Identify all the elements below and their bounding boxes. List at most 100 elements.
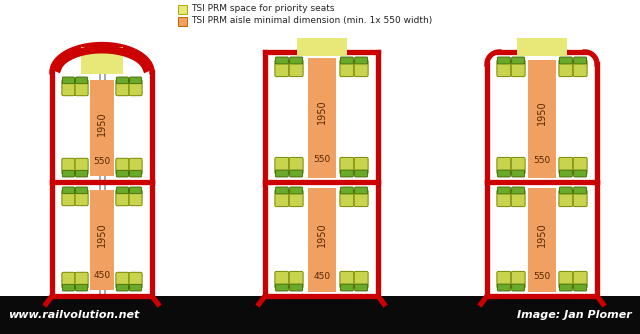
- FancyBboxPatch shape: [497, 170, 510, 177]
- FancyBboxPatch shape: [573, 187, 587, 194]
- FancyBboxPatch shape: [62, 272, 75, 288]
- FancyBboxPatch shape: [559, 190, 573, 207]
- FancyBboxPatch shape: [62, 187, 74, 194]
- FancyBboxPatch shape: [340, 170, 353, 177]
- FancyBboxPatch shape: [340, 157, 354, 174]
- FancyBboxPatch shape: [512, 57, 525, 64]
- Bar: [308, 58, 336, 178]
- FancyBboxPatch shape: [354, 190, 368, 207]
- FancyBboxPatch shape: [116, 158, 129, 174]
- Text: TSI PRM space for priority seats: TSI PRM space for priority seats: [191, 4, 335, 13]
- FancyBboxPatch shape: [512, 187, 525, 194]
- FancyBboxPatch shape: [512, 284, 525, 291]
- FancyBboxPatch shape: [512, 170, 525, 177]
- FancyBboxPatch shape: [290, 284, 303, 291]
- FancyBboxPatch shape: [511, 157, 525, 174]
- Text: 1950: 1950: [97, 223, 107, 247]
- FancyBboxPatch shape: [559, 157, 573, 174]
- Text: 550: 550: [314, 156, 331, 165]
- FancyBboxPatch shape: [340, 272, 354, 288]
- Text: 1950: 1950: [317, 222, 327, 247]
- FancyBboxPatch shape: [275, 190, 289, 207]
- FancyBboxPatch shape: [559, 284, 572, 291]
- Text: 550: 550: [93, 157, 111, 166]
- FancyBboxPatch shape: [573, 57, 587, 64]
- FancyBboxPatch shape: [289, 157, 303, 174]
- FancyBboxPatch shape: [62, 170, 74, 177]
- FancyBboxPatch shape: [275, 60, 289, 76]
- FancyBboxPatch shape: [573, 272, 587, 288]
- FancyBboxPatch shape: [62, 190, 75, 206]
- FancyBboxPatch shape: [355, 284, 367, 291]
- FancyBboxPatch shape: [354, 157, 368, 174]
- Text: 1950: 1950: [537, 101, 547, 125]
- Text: 1950: 1950: [97, 111, 107, 136]
- FancyBboxPatch shape: [355, 187, 367, 194]
- FancyBboxPatch shape: [354, 272, 368, 288]
- FancyBboxPatch shape: [573, 60, 587, 76]
- Text: 1950: 1950: [317, 100, 327, 124]
- Bar: [528, 188, 556, 292]
- FancyBboxPatch shape: [497, 57, 510, 64]
- Bar: [0, 296, 640, 334]
- FancyBboxPatch shape: [559, 170, 572, 177]
- FancyBboxPatch shape: [116, 272, 129, 288]
- FancyBboxPatch shape: [62, 284, 74, 291]
- Text: www.railvolution.net: www.railvolution.net: [8, 310, 140, 320]
- FancyBboxPatch shape: [497, 157, 511, 174]
- FancyBboxPatch shape: [340, 284, 353, 291]
- FancyBboxPatch shape: [129, 272, 142, 288]
- Bar: [308, 188, 336, 292]
- FancyBboxPatch shape: [511, 272, 525, 288]
- FancyBboxPatch shape: [340, 187, 353, 194]
- FancyBboxPatch shape: [289, 272, 303, 288]
- FancyBboxPatch shape: [76, 187, 88, 194]
- FancyBboxPatch shape: [340, 190, 354, 207]
- FancyBboxPatch shape: [129, 80, 142, 96]
- FancyBboxPatch shape: [129, 77, 141, 84]
- FancyBboxPatch shape: [289, 60, 303, 76]
- Bar: [81, 47, 123, 74]
- FancyBboxPatch shape: [75, 190, 88, 206]
- FancyBboxPatch shape: [289, 190, 303, 207]
- FancyBboxPatch shape: [116, 80, 129, 96]
- FancyBboxPatch shape: [290, 57, 303, 64]
- FancyBboxPatch shape: [497, 60, 511, 76]
- FancyBboxPatch shape: [573, 170, 587, 177]
- FancyBboxPatch shape: [573, 284, 587, 291]
- Bar: [178, 16, 187, 25]
- FancyBboxPatch shape: [573, 157, 587, 174]
- Text: TSI PRM aisle minimal dimension (min. 1x 550 width): TSI PRM aisle minimal dimension (min. 1x…: [191, 16, 432, 25]
- FancyBboxPatch shape: [76, 170, 88, 177]
- Bar: [90, 80, 114, 176]
- FancyBboxPatch shape: [497, 187, 510, 194]
- Text: 550: 550: [533, 156, 550, 165]
- FancyBboxPatch shape: [129, 187, 141, 194]
- FancyBboxPatch shape: [129, 284, 141, 291]
- FancyBboxPatch shape: [355, 57, 367, 64]
- FancyBboxPatch shape: [129, 170, 141, 177]
- FancyBboxPatch shape: [62, 80, 75, 96]
- FancyBboxPatch shape: [573, 190, 587, 207]
- Bar: [297, 38, 347, 56]
- FancyBboxPatch shape: [116, 187, 129, 194]
- Bar: [528, 60, 556, 178]
- FancyBboxPatch shape: [559, 187, 572, 194]
- Text: 450: 450: [93, 271, 111, 280]
- FancyBboxPatch shape: [275, 284, 288, 291]
- FancyBboxPatch shape: [275, 187, 288, 194]
- FancyBboxPatch shape: [129, 190, 142, 206]
- Bar: [517, 38, 567, 56]
- FancyBboxPatch shape: [275, 272, 289, 288]
- FancyBboxPatch shape: [559, 60, 573, 76]
- FancyBboxPatch shape: [275, 170, 288, 177]
- Text: Image: Jan Plomer: Image: Jan Plomer: [517, 310, 632, 320]
- FancyBboxPatch shape: [116, 284, 129, 291]
- FancyBboxPatch shape: [76, 77, 88, 84]
- FancyBboxPatch shape: [497, 284, 510, 291]
- FancyBboxPatch shape: [275, 157, 289, 174]
- FancyBboxPatch shape: [290, 187, 303, 194]
- FancyBboxPatch shape: [75, 80, 88, 96]
- FancyBboxPatch shape: [129, 158, 142, 174]
- FancyBboxPatch shape: [275, 57, 288, 64]
